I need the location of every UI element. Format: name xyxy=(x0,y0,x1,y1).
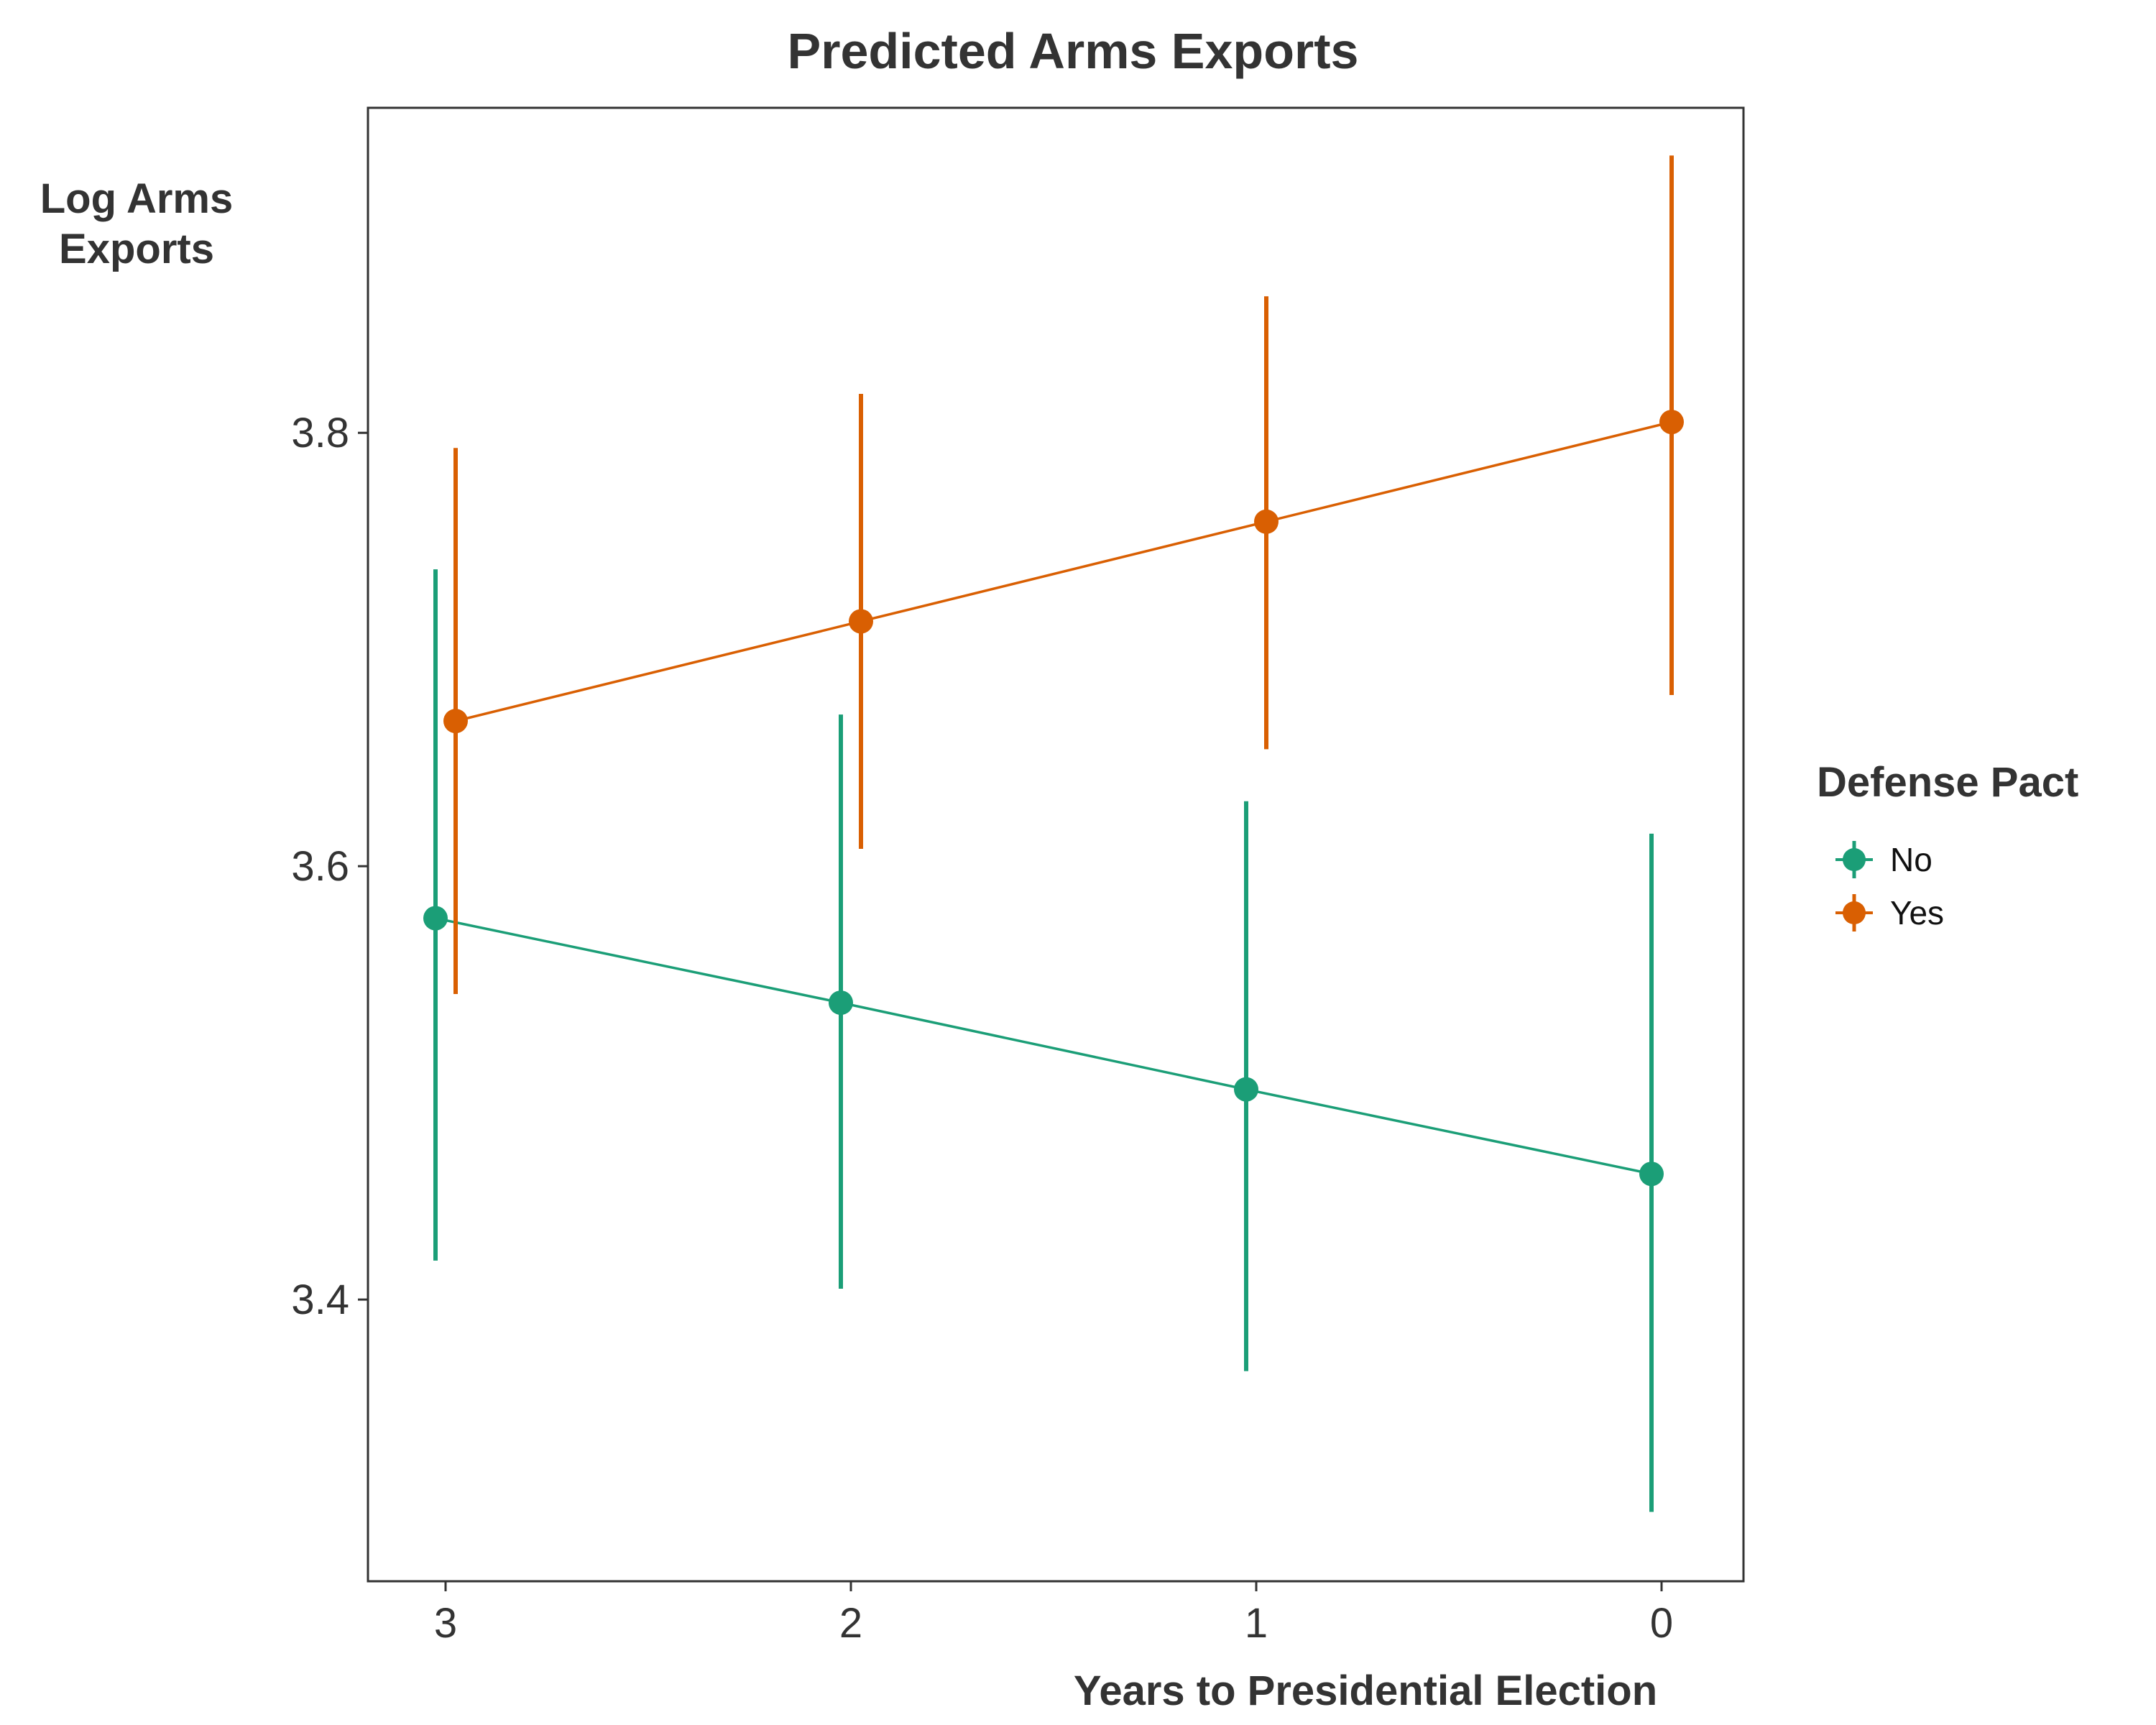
series-line-no xyxy=(435,916,1652,1175)
x-axis-title: Years to Presidential Election xyxy=(1074,1668,1657,1714)
y-axis-title-line1: Log Arms xyxy=(40,175,234,222)
data-point-no xyxy=(423,906,448,931)
data-point-no xyxy=(1639,1162,1664,1187)
y-tick-label: 3.4 xyxy=(291,1276,349,1323)
legend-key-point-no xyxy=(1843,848,1866,871)
data-point-yes xyxy=(443,709,468,734)
legend-label-yes: Yes xyxy=(1890,894,1944,932)
x-tick-label: 2 xyxy=(839,1600,862,1647)
x-tick-label: 1 xyxy=(1245,1600,1268,1647)
x-tick-label: 0 xyxy=(1650,1600,1673,1647)
legend-key-point-yes xyxy=(1843,901,1866,924)
series-no xyxy=(423,569,1664,1512)
data-point-no xyxy=(829,990,853,1016)
data-point-yes xyxy=(1659,410,1684,435)
y-tick-label: 3.6 xyxy=(291,843,349,890)
panel-border xyxy=(367,106,1745,1583)
y-axis-title-line2: Exports xyxy=(59,226,214,272)
data-point-yes xyxy=(1254,509,1279,534)
series-line-yes xyxy=(455,420,1672,722)
data-point-yes xyxy=(849,609,873,634)
legend-title: Defense Pact xyxy=(1817,759,2078,806)
legend-label-no: No xyxy=(1890,841,1932,878)
data-point-no xyxy=(1234,1077,1258,1102)
legend: Defense Pact No Yes xyxy=(1817,759,2078,932)
x-tick-label: 3 xyxy=(434,1600,457,1647)
y-tick-label: 3.8 xyxy=(291,410,349,456)
chart-title: Predicted Arms Exports xyxy=(788,23,1359,79)
series-yes xyxy=(443,155,1684,995)
plot-area: 3.4 3.6 3.8 3 2 1 0 xyxy=(291,106,1745,1647)
